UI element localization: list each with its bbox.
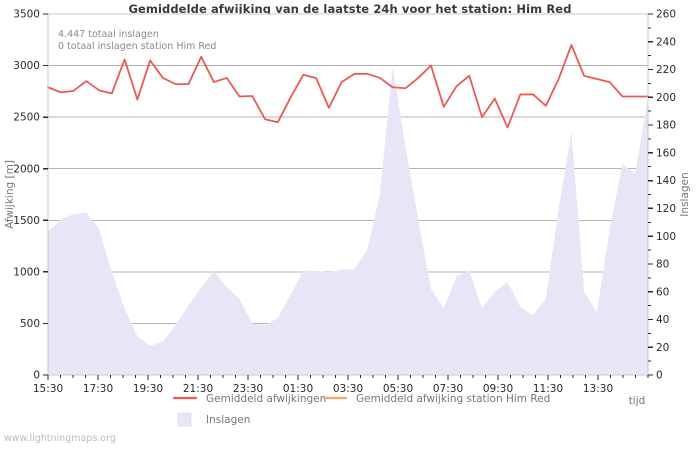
xtick-label: 01:30 [283, 383, 313, 395]
x-axis-title: tijd [629, 395, 646, 407]
ytick-label-left: 3000 [13, 60, 40, 72]
area-series-inslagen [48, 66, 648, 375]
ytick-label-right: 240 [656, 36, 676, 48]
legend-label: Gemiddeld afwijking station Him Red [356, 393, 550, 405]
annotation-station-strikes: 0 totaal inslagen station Him Red [58, 41, 216, 52]
ytick-label-right: 40 [656, 314, 669, 326]
ytick-label-left: 1000 [13, 266, 40, 278]
xtick-label: 15:30 [33, 383, 63, 395]
ytick-label-right: 220 [656, 64, 676, 76]
xtick-label: 23:30 [233, 383, 263, 395]
xtick-label: 07:30 [433, 383, 463, 395]
ytick-label-right: 60 [656, 286, 669, 298]
ytick-label-left: 1500 [13, 215, 40, 227]
legend-label: Gemiddeld afwijkingen [206, 393, 326, 405]
ytick-label-right: 200 [656, 92, 676, 104]
ytick-label-right: 120 [656, 203, 676, 215]
xtick-label: 03:30 [333, 383, 363, 395]
page-title: Gemiddelde afwijking van de laatste 24h … [128, 2, 572, 16]
ytick-label-left: 3500 [13, 9, 40, 21]
xtick-label: 19:30 [133, 383, 163, 395]
line-series-0 [47, 44, 649, 129]
annotation-total-strikes: 4.447 totaal inslagen [58, 29, 159, 40]
ytick-label-right: 0 [656, 370, 663, 382]
xtick-label: 21:30 [183, 383, 213, 395]
ytick-label-right: 100 [656, 231, 676, 243]
legend-label: Inslagen [206, 414, 250, 426]
y-axis-title-right: Inslagen [679, 172, 691, 216]
ytick-label-left: 2500 [13, 112, 40, 124]
xtick-label: 13:30 [583, 383, 613, 395]
ytick-label-left: 2000 [13, 163, 40, 175]
xtick-label: 11:30 [533, 383, 563, 395]
xtick-label: 17:30 [83, 383, 113, 395]
ytick-label-right: 180 [656, 120, 676, 132]
legend-swatch-area [177, 412, 192, 427]
ytick-label-right: 260 [656, 9, 676, 21]
ytick-label-right: 20 [656, 342, 669, 354]
ytick-label-right: 80 [656, 259, 669, 271]
y-axis-title-left: Afwijking [m] [4, 160, 16, 229]
ytick-label-left: 500 [20, 318, 40, 330]
ytick-label-right: 160 [656, 147, 676, 159]
xtick-label: 09:30 [483, 383, 513, 395]
xtick-label: 05:30 [383, 383, 413, 395]
ytick-label-left: 0 [33, 370, 40, 382]
watermark-label: www.lightningmaps.org [4, 433, 116, 444]
ytick-label-right: 140 [656, 175, 676, 187]
